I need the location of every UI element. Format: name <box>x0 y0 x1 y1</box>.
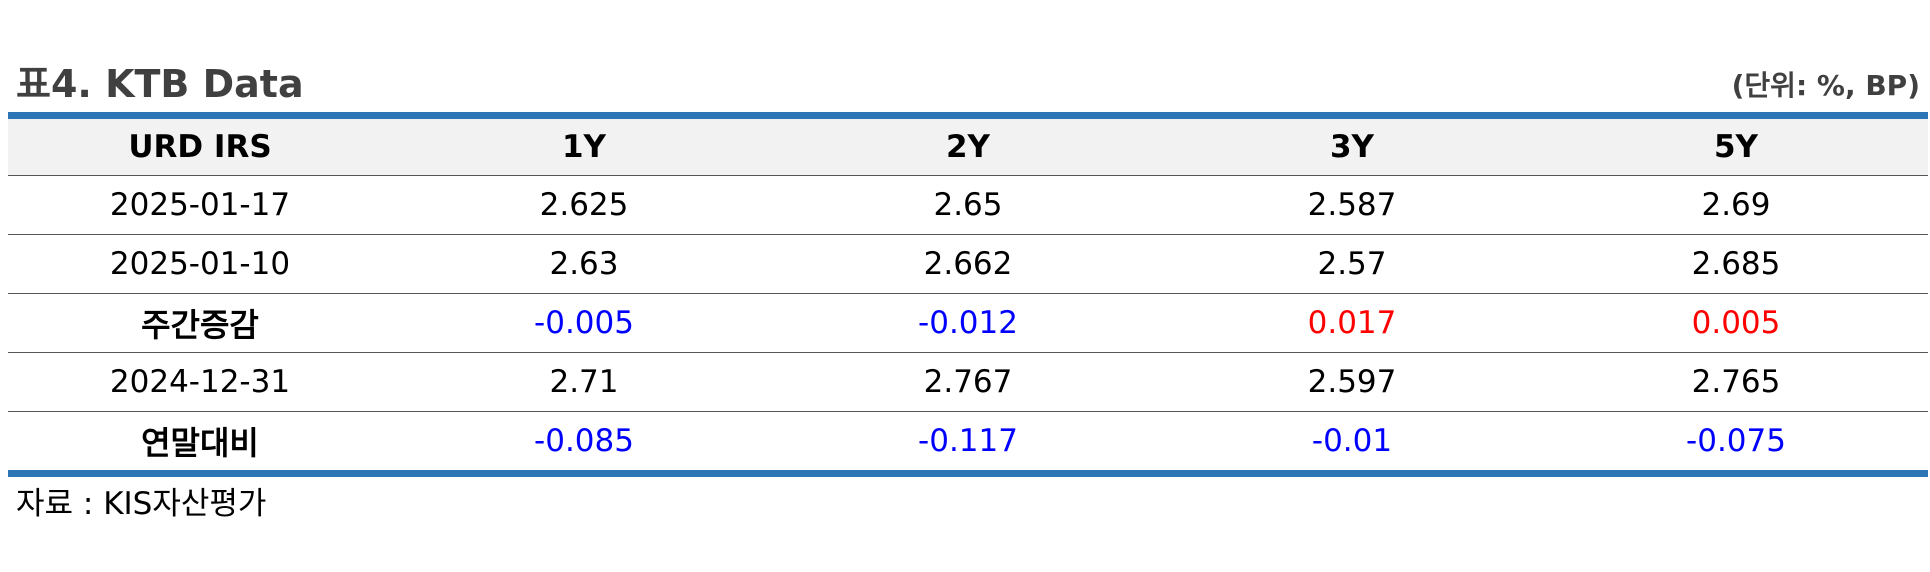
row-label: 2025-01-17 <box>8 175 392 235</box>
cell-2y: 2.767 <box>776 352 1160 412</box>
ktb-data-table-container: URD IRS 1Y 2Y 3Y 5Y 2025-01-17 2.625 2.6… <box>8 112 1928 477</box>
row-label-year-end-change: 연말대비 <box>141 424 259 462</box>
title-row: 표4. KTB Data (단위: %, BP) <box>16 58 1920 108</box>
cell-2y: 2.662 <box>776 234 1160 294</box>
cell-3y: 2.597 <box>1160 352 1544 412</box>
cell-5y: 0.005 <box>1544 293 1928 353</box>
column-header-1y: 1Y <box>392 115 776 176</box>
column-header-label: URD IRS <box>8 115 392 176</box>
column-header-5y: 5Y <box>1544 115 1928 176</box>
header-row: URD IRS 1Y 2Y 3Y 5Y <box>8 115 1928 176</box>
column-header-3y: 3Y <box>1160 115 1544 176</box>
row-label-weekly-change: 주간증감 <box>8 293 392 353</box>
cell-2y: -0.117 <box>918 423 1018 459</box>
cell-1y: -0.005 <box>392 293 776 353</box>
cell-5y: 2.685 <box>1544 234 1928 294</box>
cell-2y: 2.65 <box>776 175 1160 235</box>
table-row: 2025-01-10 2.63 2.662 2.57 2.685 <box>8 234 1928 294</box>
cell-2y: -0.012 <box>776 293 1160 353</box>
cell-5y: 2.69 <box>1544 175 1928 235</box>
cell-3y: 0.017 <box>1160 293 1544 353</box>
table-title: 표4. KTB Data <box>16 62 304 106</box>
cell-5y: 2.765 <box>1544 352 1928 412</box>
table-row-weekly-change: 주간증감 -0.005 -0.012 0.017 0.005 <box>8 293 1928 353</box>
unit-note: (단위: %, BP) <box>1731 69 1920 102</box>
table-body: 2025-01-17 2.625 2.65 2.587 2.69 2025-01… <box>8 175 1928 474</box>
cell-3y: 2.587 <box>1160 175 1544 235</box>
row-label: 2024-12-31 <box>8 352 392 412</box>
source-note: 자료 : KIS자산평가 <box>16 486 267 522</box>
cell-1y: 2.63 <box>392 234 776 294</box>
cell-3y: -0.01 <box>1311 423 1393 459</box>
row-label: 2025-01-10 <box>8 234 392 294</box>
cell-5y: -0.075 <box>1686 423 1786 459</box>
column-header-2y: 2Y <box>776 115 1160 176</box>
cell-1y: -0.085 <box>534 423 634 459</box>
cell-3y: 2.57 <box>1160 234 1544 294</box>
table-row: 2024-12-31 2.71 2.767 2.597 2.765 <box>8 352 1928 412</box>
ktb-data-table: URD IRS 1Y 2Y 3Y 5Y 2025-01-17 2.625 2.6… <box>8 112 1928 477</box>
cell-1y: 2.625 <box>392 175 776 235</box>
cell-1y: 2.71 <box>392 352 776 412</box>
table-row-year-end-change: 연말대비 -0.085 -0.117 -0.01 -0.075 <box>8 412 1928 474</box>
table-header: URD IRS 1Y 2Y 3Y 5Y <box>8 115 1928 176</box>
table-row: 2025-01-17 2.625 2.65 2.587 2.69 <box>8 175 1928 235</box>
